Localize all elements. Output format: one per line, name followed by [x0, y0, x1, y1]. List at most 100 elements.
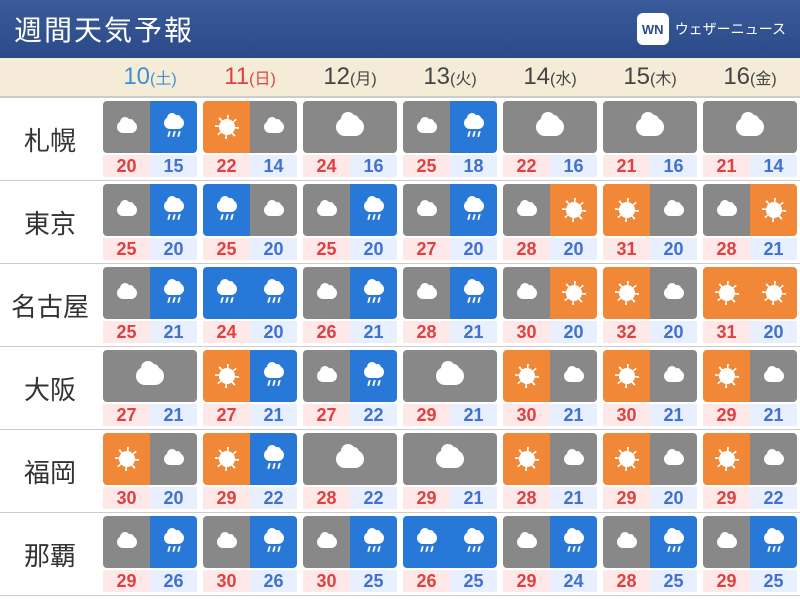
weather-icon [703, 267, 797, 319]
temps: 2821 [703, 238, 797, 260]
weather-half-am [703, 433, 750, 485]
forecast-container: 週間天気予報 WN ウェザーニュース 10(土)11(日)12(月)13(火)1… [0, 0, 800, 600]
temp-low: 20 [650, 238, 697, 260]
temps: 3021 [503, 404, 597, 426]
forecast-cell: 3120 [600, 181, 700, 263]
temp-low: 25 [350, 570, 397, 592]
forecast-cell: 2625 [400, 513, 500, 595]
cloud-icon [336, 450, 364, 468]
cloud-icon [717, 536, 737, 548]
weather-half-pm [350, 350, 397, 402]
weather-icon [103, 267, 197, 319]
temps: 3120 [703, 321, 797, 343]
temp-high: 25 [103, 321, 150, 343]
weather-half-pm [750, 433, 797, 485]
temp-high: 30 [503, 321, 550, 343]
forecast-cell: 2921 [700, 347, 800, 429]
temp-low: 21 [550, 404, 597, 426]
temp-high: 27 [303, 404, 350, 426]
temps: 2216 [503, 155, 597, 177]
temp-high: 25 [103, 238, 150, 260]
sun-icon [719, 451, 735, 467]
temps: 2921 [403, 404, 497, 426]
weather-half-am [403, 101, 450, 153]
cloud-icon [736, 118, 764, 136]
weather-icon [403, 433, 497, 485]
temps: 2520 [303, 238, 397, 260]
weather-icon [503, 516, 597, 568]
weather-half-pm [550, 433, 597, 485]
weather-half [103, 350, 197, 402]
weather-half-am [203, 350, 250, 402]
weather-half-am [103, 267, 150, 319]
temp-high: 29 [403, 487, 450, 509]
forecast-grid: 札幌2015221424162518221621162114東京25202520… [0, 98, 800, 596]
weather-icon [203, 350, 297, 402]
weather-icon [603, 184, 697, 236]
rain-icon [464, 117, 484, 137]
forecast-cell: 3025 [300, 513, 400, 595]
weather-half-am [703, 516, 750, 568]
weather-icon [203, 184, 297, 236]
forecast-cell: 2520 [100, 181, 200, 263]
weather-icon [303, 184, 397, 236]
temps: 3026 [203, 570, 297, 592]
city-name: 札幌 [0, 98, 100, 180]
sun-icon [119, 451, 135, 467]
forecast-cell: 2922 [200, 430, 300, 512]
weather-half-pm [750, 350, 797, 402]
temps: 2520 [203, 238, 297, 260]
sun-icon [219, 451, 235, 467]
date-num: 12 [323, 63, 350, 91]
date-header: 11(日) [200, 58, 300, 96]
temp-high: 25 [203, 238, 250, 260]
temp-high: 28 [603, 570, 650, 592]
weather-half-am [503, 184, 550, 236]
date-num: 11 [224, 63, 249, 91]
date-dow: (火) [450, 65, 477, 89]
weather-half-am [203, 433, 250, 485]
forecast-cell: 2821 [500, 430, 600, 512]
weather-half-am [603, 516, 650, 568]
date-header: 16(金) [700, 58, 800, 96]
date-header: 13(火) [400, 58, 500, 96]
temp-low: 16 [550, 155, 597, 177]
temp-low: 20 [150, 238, 197, 260]
temp-low: 21 [750, 404, 797, 426]
weather-icon [703, 433, 797, 485]
cloud-icon [417, 287, 437, 299]
temps: 2720 [403, 238, 497, 260]
date-num: 15 [623, 63, 650, 91]
temp-high: 30 [203, 570, 250, 592]
forecast-cell: 2926 [100, 513, 200, 595]
temp-low: 21 [450, 321, 497, 343]
temp-low: 21 [350, 321, 397, 343]
weather-half-pm [750, 516, 797, 568]
date-dow: (水) [550, 65, 577, 89]
date-num: 16 [723, 63, 750, 91]
temp-high: 24 [303, 155, 350, 177]
date-dow: (月) [350, 65, 377, 89]
weather-half-am [503, 516, 550, 568]
temp-low: 21 [750, 238, 797, 260]
temp-high: 30 [503, 404, 550, 426]
date-dow: (金) [750, 65, 777, 89]
temp-low: 25 [750, 570, 797, 592]
sun-icon [566, 202, 582, 218]
cloud-icon [664, 370, 684, 382]
forecast-cell: 2720 [400, 181, 500, 263]
weather-icon [503, 350, 597, 402]
city-row: 札幌2015221424162518221621162114 [0, 98, 800, 181]
temp-low: 21 [550, 487, 597, 509]
sun-icon [619, 368, 635, 384]
temp-high: 28 [703, 238, 750, 260]
rain-icon [764, 532, 784, 552]
cloud-icon [164, 453, 184, 465]
cloud-icon [117, 287, 137, 299]
temp-low: 21 [150, 321, 197, 343]
temps: 2821 [503, 487, 597, 509]
temps: 2922 [703, 487, 797, 509]
temp-high: 29 [103, 570, 150, 592]
cloud-icon [517, 204, 537, 216]
cloud-icon [564, 370, 584, 382]
